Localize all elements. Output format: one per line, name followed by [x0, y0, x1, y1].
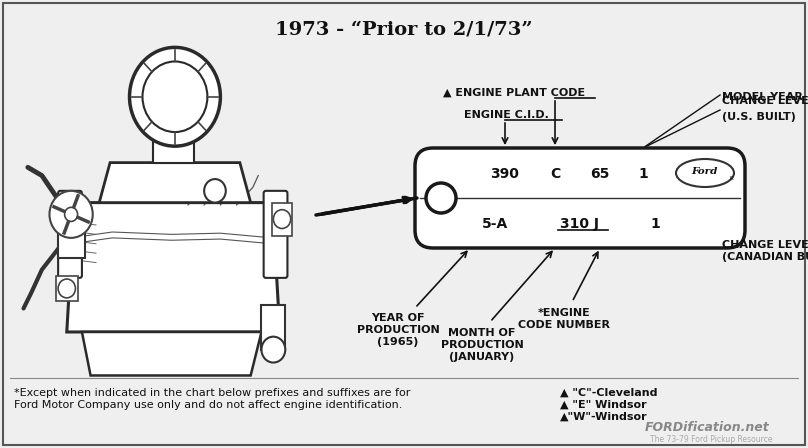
Circle shape — [426, 183, 456, 213]
Text: 1973 - “Prior to 2/1/73”: 1973 - “Prior to 2/1/73” — [276, 20, 532, 38]
Text: FORDification.net: FORDification.net — [645, 421, 770, 434]
Text: Ford Motor Company use only and do not affect engine identification.: Ford Motor Company use only and do not a… — [14, 400, 402, 410]
Circle shape — [49, 191, 93, 238]
Text: The 73-79 Ford Pickup Resource: The 73-79 Ford Pickup Resource — [650, 435, 772, 444]
Text: *Except when indicated in the chart below prefixes and suffixes are for: *Except when indicated in the chart belo… — [14, 388, 410, 398]
Bar — [154, 137, 195, 163]
Text: CHANGE LEVEL: CHANGE LEVEL — [722, 96, 808, 106]
Text: 1: 1 — [650, 217, 660, 231]
Circle shape — [262, 337, 285, 362]
Text: (CANADIAN BUILT): (CANADIAN BUILT) — [722, 252, 808, 262]
FancyBboxPatch shape — [58, 191, 82, 278]
Bar — [272, 202, 292, 236]
Text: (1965): (1965) — [377, 337, 419, 347]
Text: 65: 65 — [591, 167, 610, 181]
Polygon shape — [99, 163, 250, 202]
Ellipse shape — [676, 159, 734, 187]
Text: MONTH OF: MONTH OF — [448, 328, 516, 338]
Text: CHANGE LEVEL: CHANGE LEVEL — [722, 240, 808, 250]
Polygon shape — [67, 202, 280, 332]
Bar — [158, 127, 190, 139]
Text: Ford: Ford — [691, 168, 718, 177]
Text: 310 J: 310 J — [561, 217, 600, 231]
Text: 390: 390 — [490, 167, 520, 181]
Text: 1: 1 — [638, 167, 648, 181]
Polygon shape — [82, 332, 262, 375]
Text: YEAR OF: YEAR OF — [371, 313, 425, 323]
Text: (U.S. BUILT): (U.S. BUILT) — [722, 112, 796, 122]
Text: CODE NUMBER: CODE NUMBER — [518, 320, 610, 330]
Text: ▲ ENGINE PLANT CODE: ▲ ENGINE PLANT CODE — [443, 88, 585, 98]
Text: PRODUCTION: PRODUCTION — [440, 340, 524, 350]
Text: PRODUCTION: PRODUCTION — [356, 325, 440, 335]
Bar — [262, 305, 285, 349]
FancyBboxPatch shape — [263, 191, 288, 278]
Circle shape — [58, 279, 75, 298]
Text: (JANUARY): (JANUARY) — [449, 352, 515, 362]
Text: ▲"W"-Windsor: ▲"W"-Windsor — [560, 412, 648, 422]
Circle shape — [129, 47, 221, 146]
Circle shape — [142, 61, 208, 132]
Text: ENGINE C.I.D.: ENGINE C.I.D. — [464, 110, 549, 120]
Circle shape — [65, 207, 78, 221]
Text: R: R — [729, 176, 733, 181]
Text: C: C — [550, 167, 560, 181]
Bar — [58, 223, 85, 258]
Text: ▲ "C"-Cleveland: ▲ "C"-Cleveland — [560, 388, 658, 398]
Text: ▲ "E" Windsor: ▲ "E" Windsor — [560, 400, 646, 410]
FancyBboxPatch shape — [415, 148, 745, 248]
Circle shape — [204, 179, 225, 202]
Bar — [56, 276, 78, 302]
Text: 5-A: 5-A — [482, 217, 508, 231]
Text: *ENGINE: *ENGINE — [537, 308, 591, 318]
Text: MODEL YEAR: MODEL YEAR — [722, 92, 803, 102]
Circle shape — [273, 210, 291, 228]
